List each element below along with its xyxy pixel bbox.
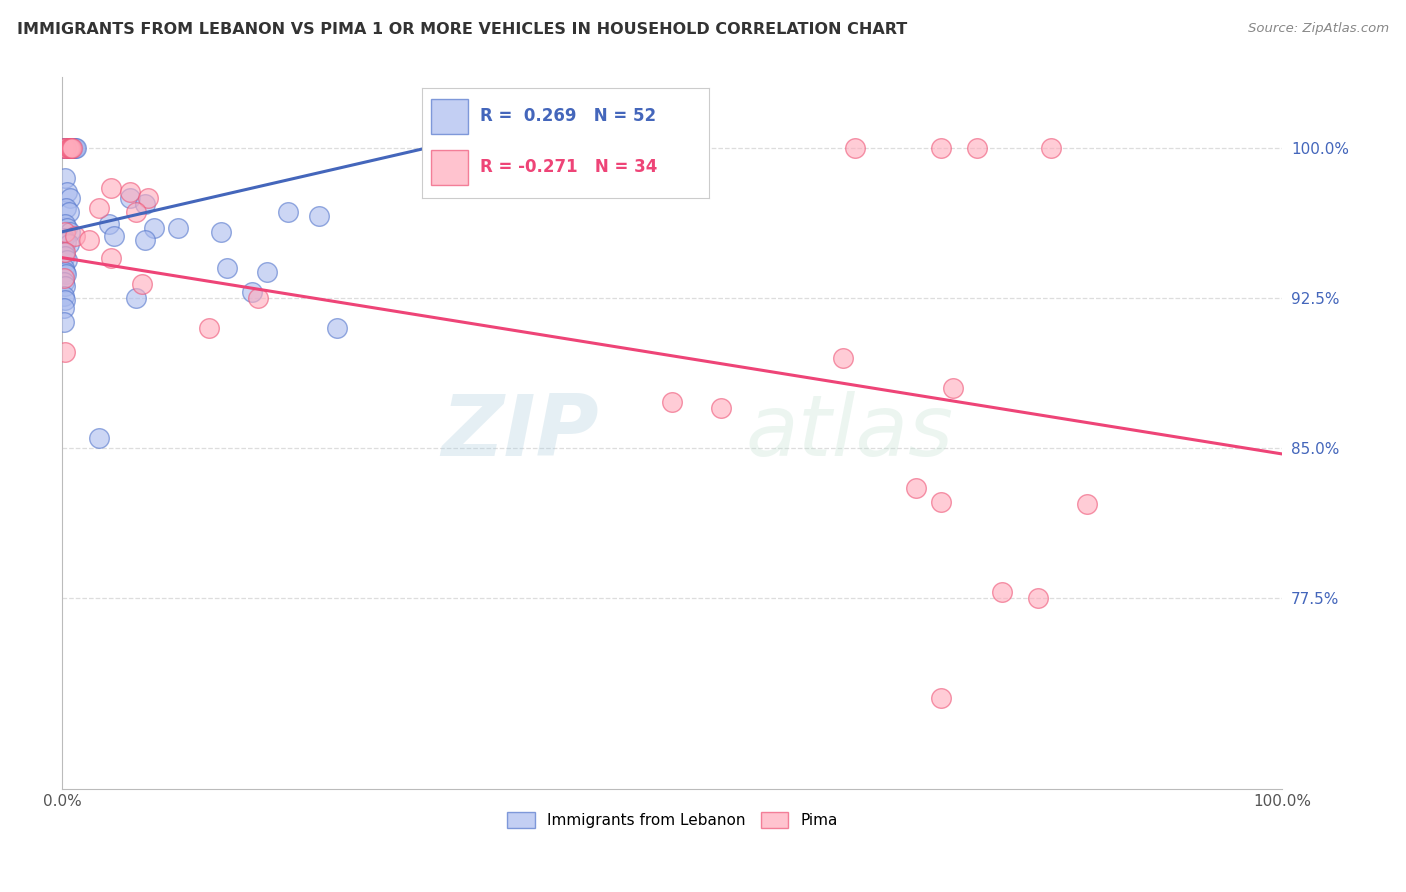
Point <box>58 140 80 154</box>
Point <box>65 140 87 154</box>
Point <box>60 140 83 154</box>
Point <box>53 293 76 307</box>
Point <box>131 277 153 291</box>
Point <box>79 233 101 247</box>
Point <box>53 344 76 359</box>
Point <box>58 140 80 154</box>
Point <box>52 140 75 154</box>
Point <box>118 185 141 199</box>
Point <box>134 196 156 211</box>
Point <box>53 217 76 231</box>
Point <box>240 285 263 299</box>
Point <box>53 244 76 259</box>
Point <box>929 495 952 509</box>
Point <box>966 140 988 154</box>
Point <box>55 267 77 281</box>
Point <box>53 170 76 185</box>
Text: IMMIGRANTS FROM LEBANON VS PIMA 1 OR MORE VEHICLES IN HOUSEHOLD CORRELATION CHAR: IMMIGRANTS FROM LEBANON VS PIMA 1 OR MOR… <box>17 22 907 37</box>
Point <box>942 381 965 395</box>
Point <box>929 691 952 706</box>
Point <box>118 191 141 205</box>
Text: atlas: atlas <box>745 392 953 475</box>
Point <box>100 251 122 265</box>
Point <box>60 140 83 154</box>
Point <box>56 185 79 199</box>
Point <box>55 235 77 249</box>
Point <box>198 321 221 335</box>
Point <box>326 321 349 335</box>
Point <box>53 140 76 154</box>
Point <box>59 191 82 205</box>
Point <box>60 140 83 154</box>
Point <box>929 140 952 154</box>
Point <box>56 140 79 154</box>
Point <box>217 260 239 275</box>
Point <box>55 140 77 154</box>
Point <box>1039 140 1062 154</box>
Point <box>134 233 156 247</box>
Point <box>308 209 330 223</box>
Point <box>125 291 148 305</box>
Point <box>62 140 84 154</box>
Point <box>661 395 683 409</box>
Point <box>63 140 86 154</box>
Point <box>991 585 1014 599</box>
Point <box>60 140 83 154</box>
Point <box>256 265 278 279</box>
Point <box>58 236 80 251</box>
Point <box>52 289 75 303</box>
Point <box>52 244 75 259</box>
Point <box>59 225 82 239</box>
Point <box>63 228 86 243</box>
Point <box>1028 591 1050 606</box>
Point <box>53 265 76 279</box>
Point <box>97 217 120 231</box>
Point <box>905 481 928 495</box>
Point <box>87 431 110 445</box>
Point <box>277 204 299 219</box>
Point <box>52 315 75 329</box>
Point <box>52 230 75 244</box>
Legend: Immigrants from Lebanon, Pima: Immigrants from Lebanon, Pima <box>501 806 844 834</box>
Point <box>52 275 75 289</box>
Point <box>136 191 159 205</box>
Point <box>103 228 125 243</box>
Point <box>125 204 148 219</box>
Point <box>52 270 75 285</box>
Point <box>53 225 76 239</box>
Point <box>832 351 855 365</box>
Point <box>53 278 76 293</box>
Point <box>56 252 79 267</box>
Point <box>55 201 77 215</box>
Point <box>710 401 733 415</box>
Point <box>209 225 232 239</box>
Point <box>56 220 79 235</box>
Text: ZIP: ZIP <box>441 392 599 475</box>
Point <box>246 291 269 305</box>
Point <box>52 140 75 154</box>
Point <box>52 260 75 275</box>
Point <box>844 140 866 154</box>
Point <box>52 301 75 315</box>
Point <box>100 180 122 194</box>
Point <box>55 140 77 154</box>
Point <box>167 220 190 235</box>
Point <box>87 201 110 215</box>
Text: Source: ZipAtlas.com: Source: ZipAtlas.com <box>1249 22 1389 36</box>
Point <box>1076 497 1098 511</box>
Point <box>143 220 166 235</box>
Point <box>58 204 80 219</box>
Point <box>53 249 76 263</box>
Point <box>59 140 82 154</box>
Point <box>59 140 82 154</box>
